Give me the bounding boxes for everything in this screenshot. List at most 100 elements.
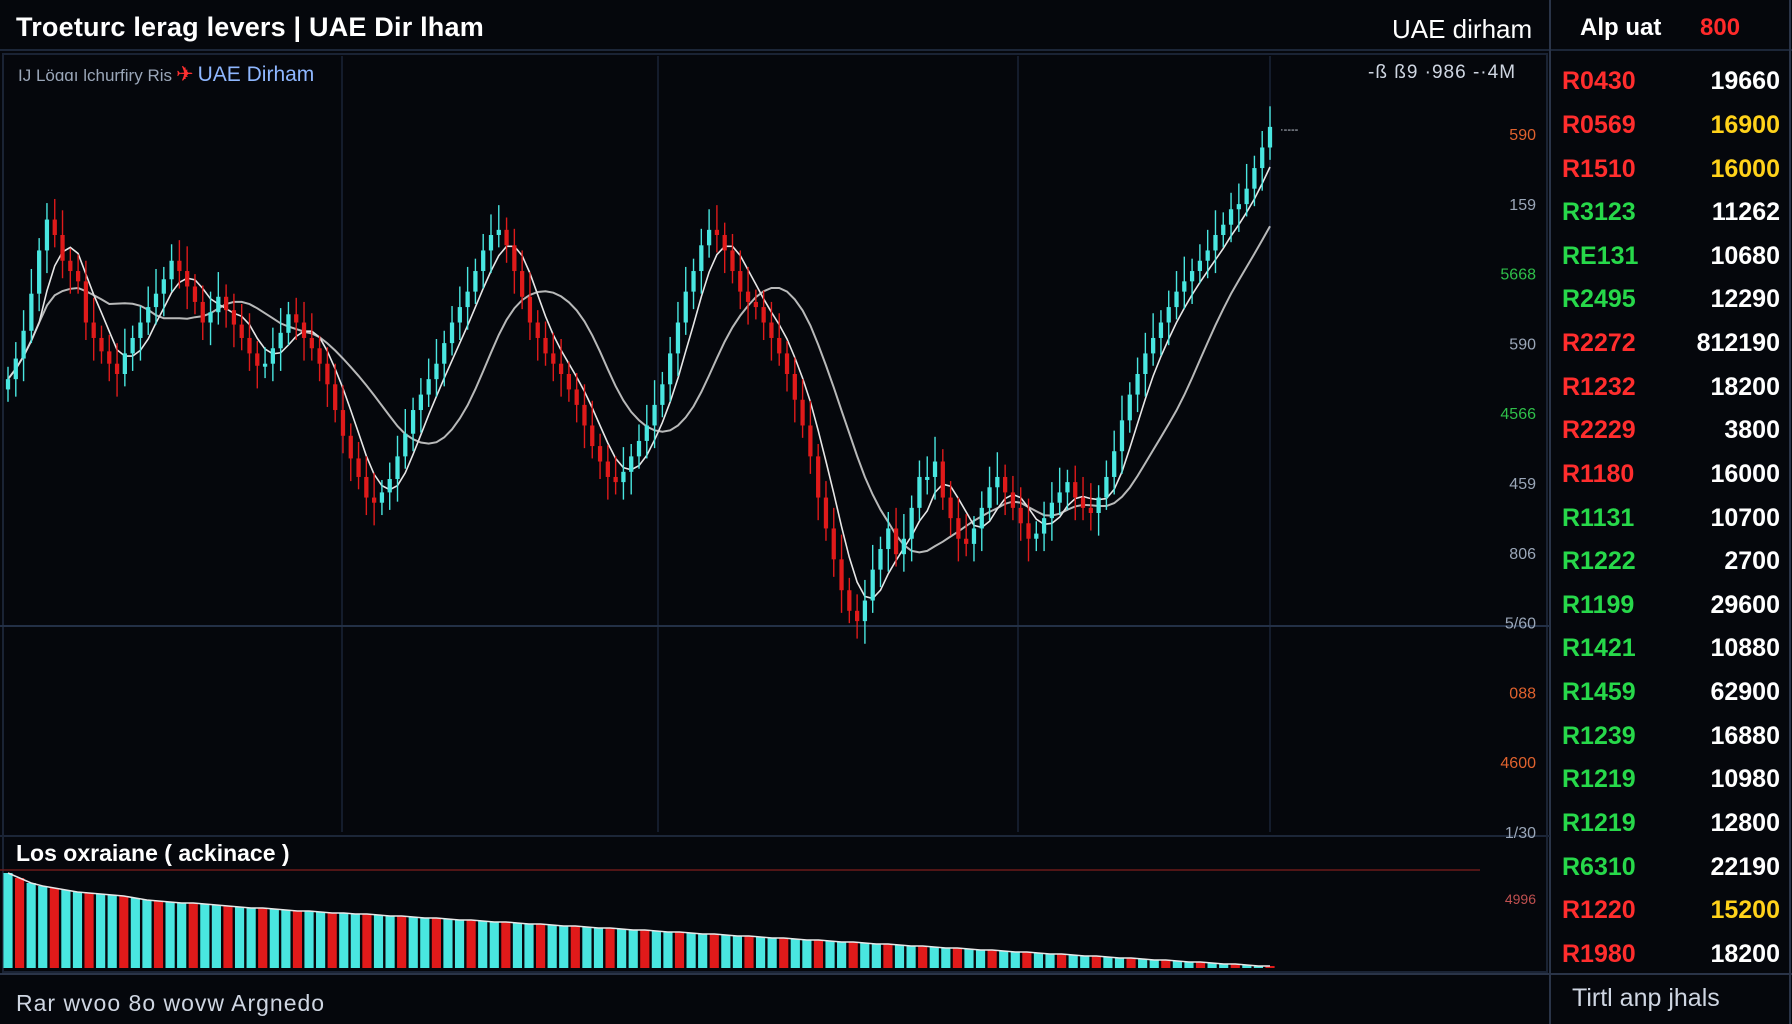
order-row[interactable]: R3123 11262 xyxy=(1552,191,1792,235)
order-row[interactable]: R0430 19660 xyxy=(1552,60,1792,104)
order-list[interactable]: R0430 19660 R0569 16900 R1510 16000 R3123 11262… xyxy=(1552,60,1792,976)
candle-body xyxy=(691,271,696,292)
order-row[interactable]: R1459 62900 xyxy=(1552,671,1792,715)
candle-body xyxy=(683,291,688,323)
order-row[interactable]: R2229 3800 xyxy=(1552,409,1792,453)
order-row[interactable]: R2272 812190 xyxy=(1552,322,1792,366)
volume-bar xyxy=(443,919,453,968)
volume-bar xyxy=(188,903,198,968)
volume-bar xyxy=(362,914,372,968)
candle-body xyxy=(1205,250,1210,261)
candle-body xyxy=(504,229,509,246)
volume-bar xyxy=(605,928,615,968)
order-row[interactable]: R1199 29600 xyxy=(1552,584,1792,628)
volume-bar xyxy=(628,930,638,968)
order-row[interactable]: R6310 22190 xyxy=(1552,845,1792,889)
order-row[interactable]: R0569 16900 xyxy=(1552,104,1792,148)
candle-body xyxy=(442,343,447,364)
candle-body xyxy=(52,219,57,235)
candle-body xyxy=(800,399,805,426)
candle-body xyxy=(200,301,205,323)
order-row[interactable]: R1220 15200 xyxy=(1552,889,1792,933)
candle-body xyxy=(333,384,338,411)
order-row[interactable]: R1219 10980 xyxy=(1552,758,1792,802)
order-row[interactable]: R1222 2700 xyxy=(1552,540,1792,584)
candle-body xyxy=(722,235,727,251)
candle-body xyxy=(948,497,953,519)
order-row[interactable]: R1239 16880 xyxy=(1552,714,1792,758)
volume-bar xyxy=(929,947,939,968)
candle-body xyxy=(1034,533,1039,539)
candle-body xyxy=(862,600,868,622)
candle-body xyxy=(1166,307,1171,323)
candle-body xyxy=(574,389,579,405)
order-row[interactable]: R1131 10700 xyxy=(1552,496,1792,540)
order-amount: 16000 xyxy=(1710,154,1780,183)
volume-bar xyxy=(350,914,360,968)
volume-bar xyxy=(524,924,534,968)
volume-bar xyxy=(593,928,604,968)
y-tick-label: 4600 xyxy=(1500,755,1536,772)
candle-body xyxy=(1080,497,1086,508)
order-row[interactable]: R1219 12800 xyxy=(1552,802,1792,846)
candle-body xyxy=(629,456,634,472)
order-amount: 29600 xyxy=(1710,590,1780,619)
candle-body xyxy=(1221,224,1226,235)
volume-bar xyxy=(975,950,986,968)
order-amount: 16000 xyxy=(1710,459,1780,488)
candle-body xyxy=(566,374,572,390)
candle-body xyxy=(161,279,166,294)
candle-body xyxy=(1119,420,1125,452)
volume-bar xyxy=(813,940,824,968)
volume-bar xyxy=(964,949,974,968)
order-row[interactable]: R1180 16000 xyxy=(1552,453,1792,497)
candle-body xyxy=(1213,235,1218,251)
volume-bar xyxy=(871,944,881,968)
order-panel-footer[interactable]: Tirtl anp jhals xyxy=(1572,984,1720,1012)
candle-body xyxy=(932,461,938,477)
order-id: R1239 xyxy=(1562,721,1636,750)
volume-bar xyxy=(3,873,13,968)
candle-body xyxy=(481,250,486,272)
y-tick-label: 590 xyxy=(1509,336,1536,353)
order-id: R1220 xyxy=(1562,896,1636,925)
chart-frame xyxy=(2,53,1548,973)
candle-body xyxy=(1041,518,1047,534)
candle-body xyxy=(138,322,143,338)
candle-body xyxy=(777,337,782,354)
order-row[interactable]: R2495 12290 xyxy=(1552,278,1792,322)
order-row[interactable]: RE131 10680 xyxy=(1552,235,1792,279)
candle-body xyxy=(325,363,330,385)
candle-body xyxy=(13,358,18,380)
order-row[interactable]: R1510 16000 xyxy=(1552,147,1792,191)
candle-body xyxy=(1143,353,1148,374)
candle-body xyxy=(1260,147,1265,169)
order-amount: 18200 xyxy=(1710,372,1780,401)
volume-bar xyxy=(860,943,870,968)
volume-bar xyxy=(686,933,696,968)
order-row[interactable]: R1980 18200 xyxy=(1552,933,1792,977)
candle-body xyxy=(964,538,969,544)
order-row[interactable]: R1421 10880 xyxy=(1552,627,1792,671)
order-row[interactable]: R1232 18200 xyxy=(1552,365,1792,409)
y-tick-label: 5668 xyxy=(1500,267,1536,284)
candle-body xyxy=(652,404,657,426)
volume-bar xyxy=(640,930,650,968)
volume-bar xyxy=(327,913,337,968)
candle-body xyxy=(395,456,400,480)
volume-bar xyxy=(698,934,708,968)
volume-bar xyxy=(489,922,499,968)
volume-bar xyxy=(1126,958,1136,968)
candle-body xyxy=(496,229,501,235)
candle-body xyxy=(340,410,346,436)
candle-body xyxy=(831,528,836,560)
candle-body xyxy=(317,348,322,364)
candle-body xyxy=(449,322,455,344)
volume-bar xyxy=(501,922,511,968)
volume-bar xyxy=(397,916,407,968)
candle-body xyxy=(878,549,883,570)
order-amount: 16900 xyxy=(1710,110,1780,139)
volume-bar xyxy=(107,895,117,968)
candle-body xyxy=(1135,374,1140,395)
